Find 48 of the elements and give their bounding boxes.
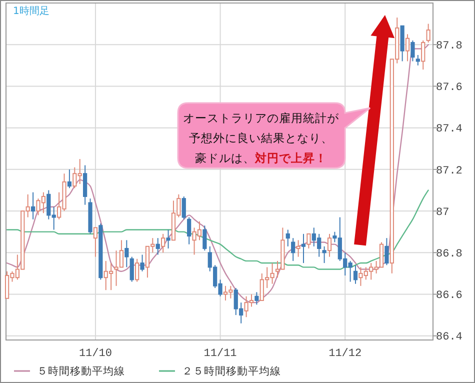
y-tick-label: 87.4: [436, 124, 463, 136]
line-series: [6, 190, 429, 270]
annotation: 対円で上昇！: [254, 151, 327, 165]
candlestick: [384, 238, 389, 266]
candlestick: [187, 216, 192, 245]
x-tick-label: 11/10: [78, 348, 112, 360]
candlestick: [327, 233, 332, 258]
candlestick: [130, 256, 134, 282]
candlestick: [291, 238, 296, 262]
candlestick: [135, 258, 140, 282]
candlestick: [254, 292, 259, 306]
candlestick: [286, 229, 290, 247]
candlestick: [426, 23, 430, 44]
y-tick-label: 87: [436, 206, 450, 219]
chart-title: 1時間足: [13, 5, 50, 17]
x-tick-label: 11/11: [204, 348, 238, 360]
candlestick: [421, 40, 426, 70]
candlestick: [182, 196, 186, 220]
candlestick: [306, 233, 311, 249]
candlestick: [93, 227, 98, 258]
candlestick: [296, 240, 300, 258]
candlestick: [156, 238, 160, 256]
x-tick-label: 11/12: [328, 348, 362, 360]
y-tick-label: 86.6: [436, 290, 462, 302]
candlestick: [410, 40, 415, 62]
y-tick-label: 87.2: [436, 165, 462, 178]
y-tick-label: 87.8: [436, 40, 462, 52]
candlestick: [353, 264, 358, 284]
candlestick: [301, 233, 306, 264]
candlestick: [202, 225, 207, 252]
candlestick: [405, 34, 410, 62]
legend-label: ５時間移動平均線: [37, 364, 125, 378]
candlestick: [416, 54, 420, 66]
annotation: 豪ドルは、: [195, 151, 255, 165]
candlestick: [30, 192, 36, 220]
y-tick-label: 86.8: [436, 248, 462, 260]
candlestick: [67, 168, 72, 189]
candlestick: [166, 229, 170, 249]
candlestick: [161, 233, 166, 254]
annotation: オーストラリアの雇用統計が: [183, 111, 340, 125]
candlestick: [322, 246, 326, 264]
candlestick: [82, 164, 88, 206]
legend-label: ２５時間移動平均線: [182, 364, 281, 378]
y-tick-label: 87.6: [436, 82, 462, 94]
y-tick-label: 86.4: [436, 332, 463, 344]
annotation: 予想外に良い結果となり、: [189, 131, 333, 145]
candlestick: [140, 254, 144, 272]
candlestick: [124, 240, 129, 268]
